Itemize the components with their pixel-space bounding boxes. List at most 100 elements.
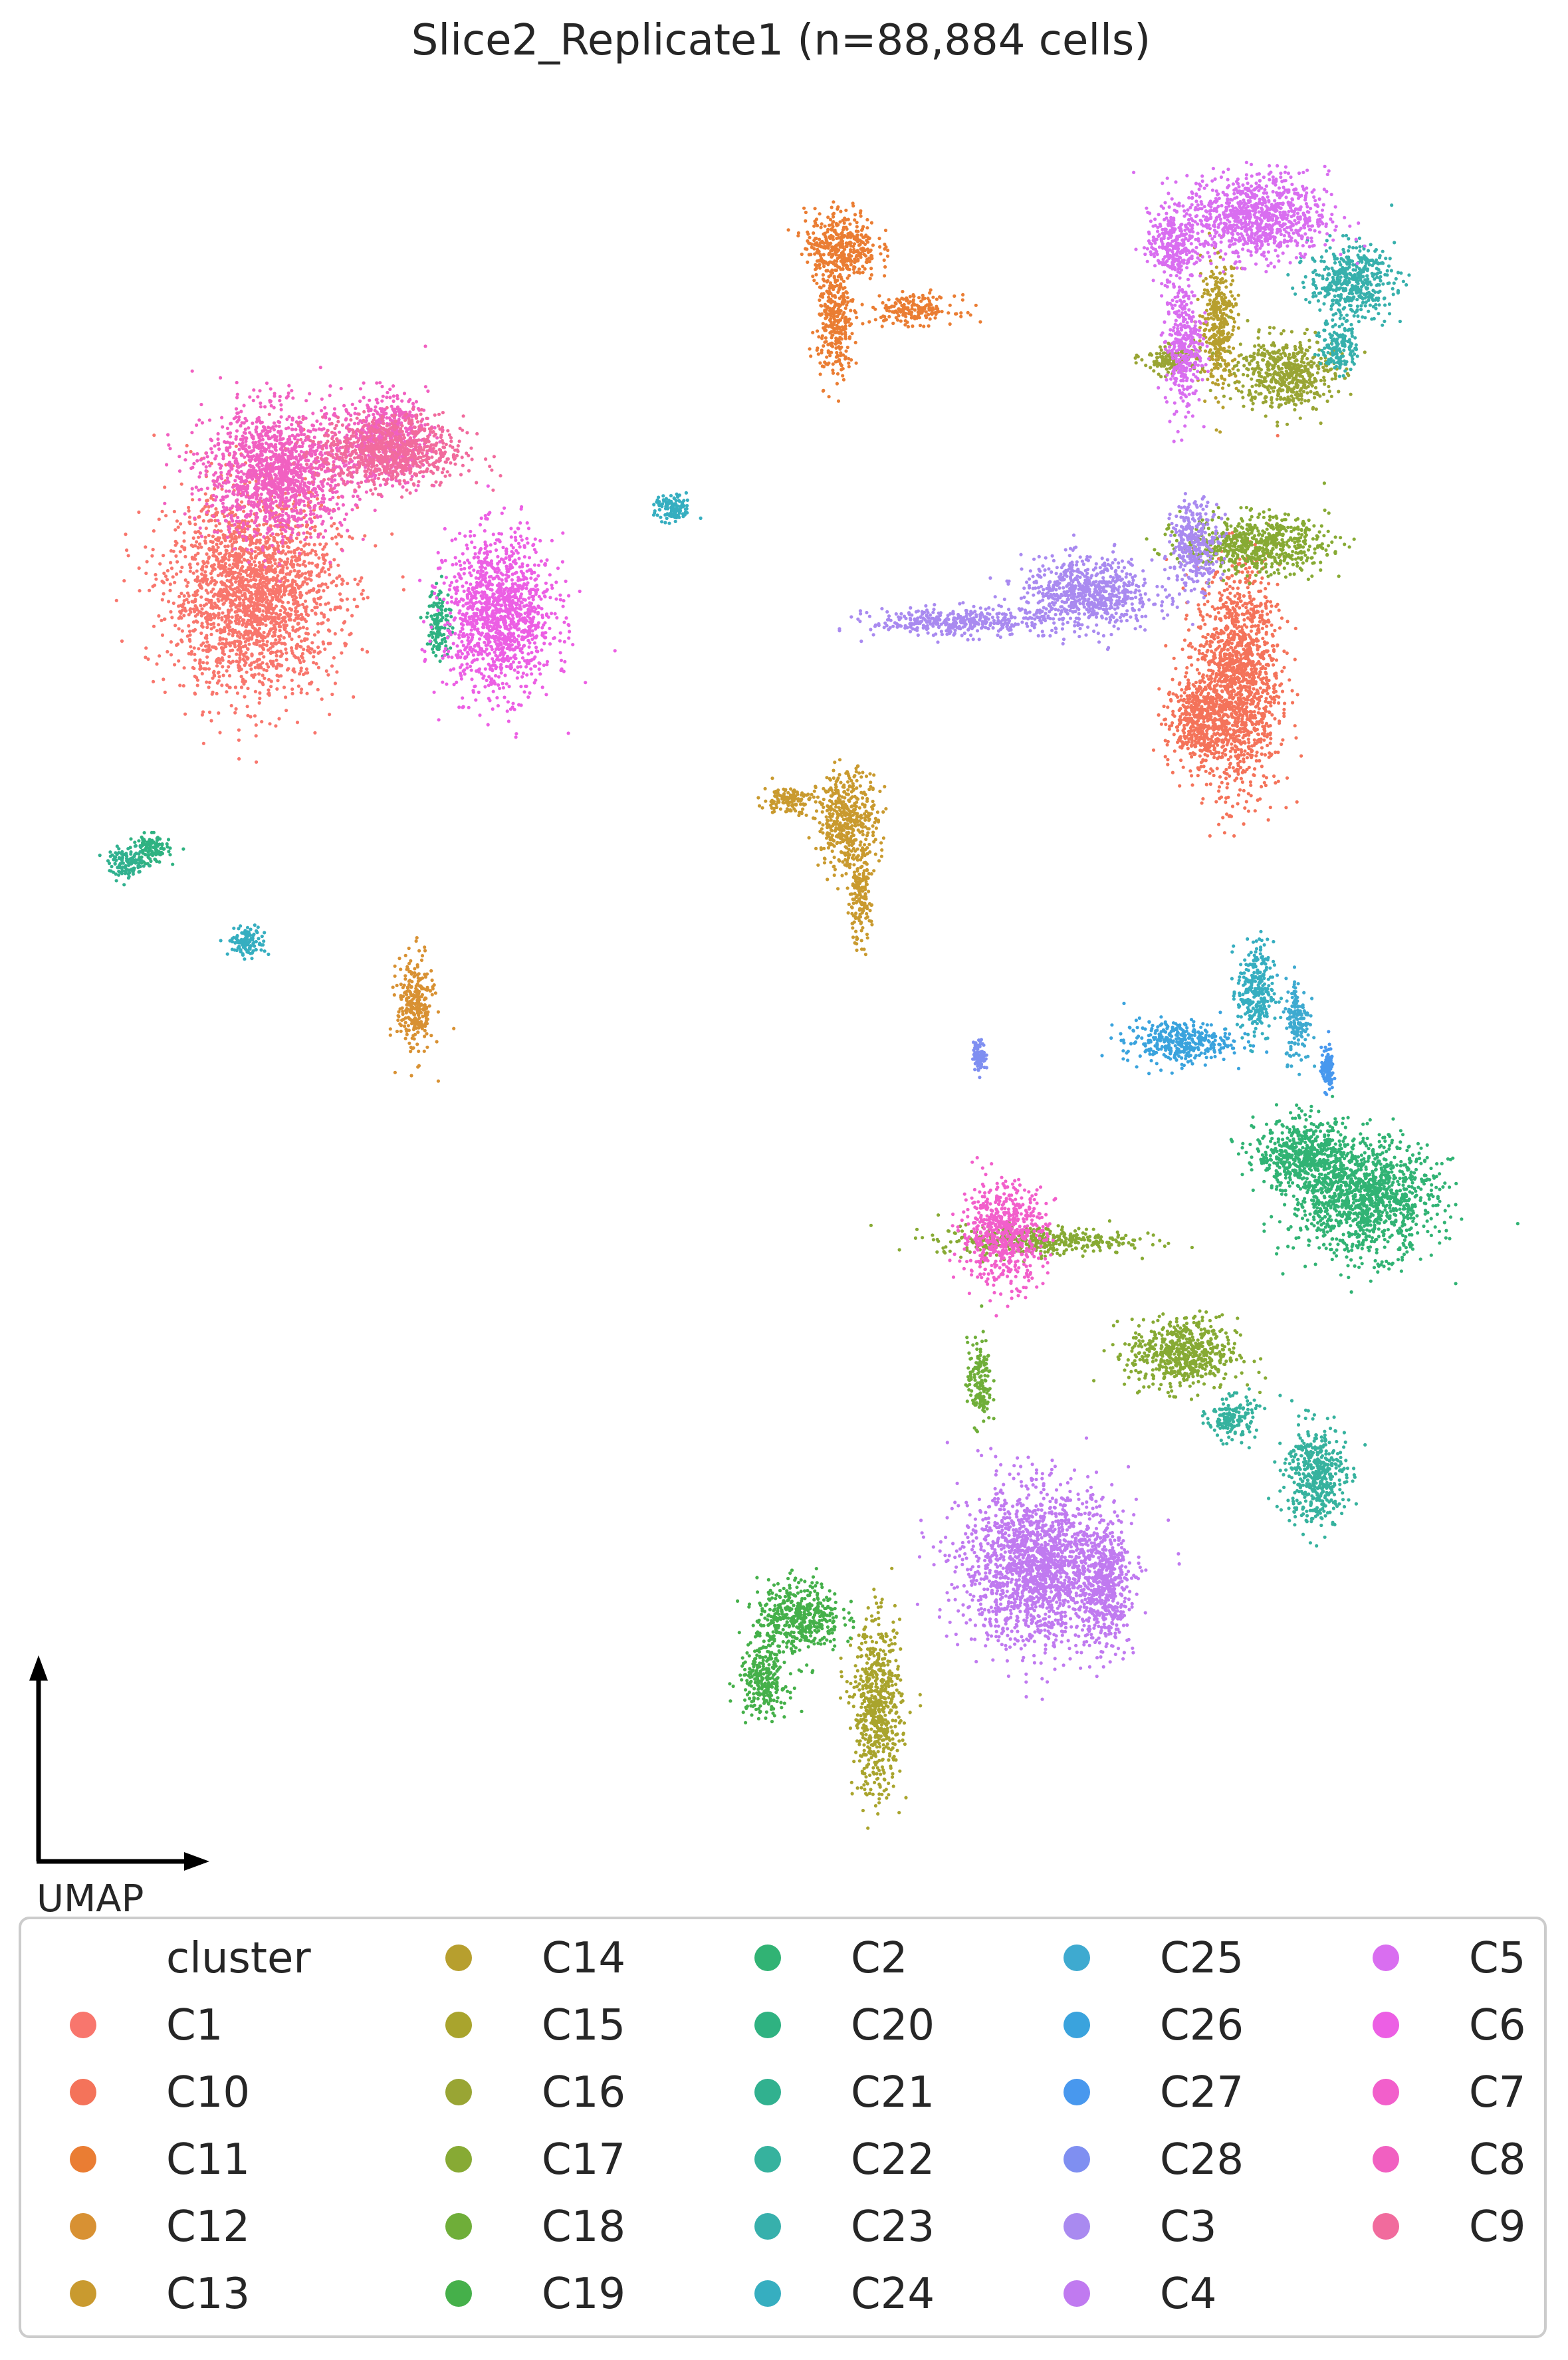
point-c1 <box>182 666 186 670</box>
point-c10 <box>1190 645 1194 649</box>
point-c10 <box>1191 725 1195 729</box>
point-c11 <box>901 312 905 316</box>
point-c10 <box>1261 636 1265 641</box>
point-c10 <box>1235 670 1239 675</box>
point-c1 <box>187 613 191 617</box>
point-c11 <box>851 204 855 208</box>
point-c1 <box>230 615 234 619</box>
point-c11 <box>859 214 863 218</box>
point-c1 <box>292 551 296 555</box>
point-c10 <box>1225 689 1229 693</box>
point-c11 <box>844 208 848 212</box>
point-c1 <box>265 535 270 539</box>
point-c1 <box>312 633 317 637</box>
point-c11 <box>952 294 956 298</box>
point-c11 <box>832 327 836 331</box>
point-c1 <box>178 615 182 619</box>
point-c1 <box>287 632 292 636</box>
point-c11 <box>796 234 800 238</box>
point-c10 <box>1157 687 1161 691</box>
point-c1 <box>245 573 250 577</box>
point-c1 <box>282 623 286 627</box>
point-c1 <box>217 616 221 620</box>
point-c10 <box>1251 682 1256 686</box>
point-c1 <box>224 565 228 569</box>
point-c1 <box>280 600 284 604</box>
point-c10 <box>1294 736 1298 740</box>
point-c10 <box>1274 781 1278 785</box>
point-c11 <box>891 321 895 325</box>
point-c1 <box>254 734 258 738</box>
point-c1 <box>267 693 271 697</box>
point-c10 <box>1208 644 1212 648</box>
point-c1 <box>231 511 235 515</box>
point-c10 <box>1243 749 1247 753</box>
point-c1 <box>201 580 205 584</box>
point-c10 <box>1293 724 1297 728</box>
point-c10 <box>1252 726 1256 730</box>
point-c10 <box>1186 697 1190 701</box>
point-c1 <box>179 482 183 486</box>
point-c10 <box>1255 727 1260 731</box>
point-c10 <box>1216 636 1220 640</box>
point-c1 <box>154 577 158 581</box>
point-c1 <box>214 507 218 511</box>
point-c1 <box>176 525 180 529</box>
point-c1 <box>281 544 285 548</box>
point-c10 <box>1268 600 1273 604</box>
point-c1 <box>295 642 300 647</box>
point-c1 <box>217 670 221 674</box>
point-c1 <box>366 596 370 600</box>
point-c10 <box>1282 711 1286 715</box>
point-c10 <box>1220 751 1225 755</box>
point-c10 <box>1272 690 1276 694</box>
point-c1 <box>316 596 320 600</box>
point-c1 <box>401 588 406 592</box>
point-c1 <box>195 569 199 573</box>
point-c11 <box>887 314 891 318</box>
point-c10 <box>1204 708 1208 713</box>
point-c10 <box>1254 604 1258 609</box>
point-c1 <box>191 665 195 670</box>
point-c1 <box>202 562 206 566</box>
point-c1 <box>245 670 249 674</box>
point-c10 <box>1188 752 1192 756</box>
point-c11 <box>954 312 958 316</box>
point-c10 <box>1272 663 1276 667</box>
point-c1 <box>316 687 320 691</box>
point-c1 <box>227 558 231 562</box>
point-c10 <box>1264 707 1268 712</box>
point-c1 <box>284 572 288 576</box>
point-c1 <box>265 640 269 644</box>
point-c10 <box>1270 753 1274 757</box>
point-c12 <box>399 983 403 987</box>
point-c10 <box>1203 753 1207 757</box>
point-c11 <box>859 233 863 237</box>
point-c10 <box>1254 691 1258 695</box>
point-c10 <box>1293 657 1297 661</box>
point-c10 <box>1204 769 1208 773</box>
point-c1 <box>224 552 228 556</box>
point-c11 <box>880 324 884 328</box>
point-c11 <box>911 298 915 302</box>
point-c10 <box>1212 773 1216 778</box>
point-c1 <box>305 691 309 695</box>
point-c10 <box>1234 700 1238 704</box>
point-c1 <box>275 532 279 536</box>
point-c11 <box>829 297 833 301</box>
point-c1 <box>249 555 253 559</box>
point-c1 <box>223 538 227 542</box>
series-c11 <box>786 200 982 403</box>
point-c10 <box>1197 671 1201 675</box>
point-c11 <box>823 340 827 344</box>
point-c10 <box>1260 626 1264 630</box>
point-c11 <box>824 261 828 265</box>
point-c10 <box>1236 586 1240 590</box>
point-c1 <box>244 570 248 574</box>
point-c1 <box>179 522 183 526</box>
point-c10 <box>1277 608 1281 612</box>
point-c10 <box>1253 809 1257 813</box>
point-c1 <box>203 570 207 574</box>
point-c10 <box>1208 782 1212 786</box>
point-c11 <box>831 362 835 366</box>
